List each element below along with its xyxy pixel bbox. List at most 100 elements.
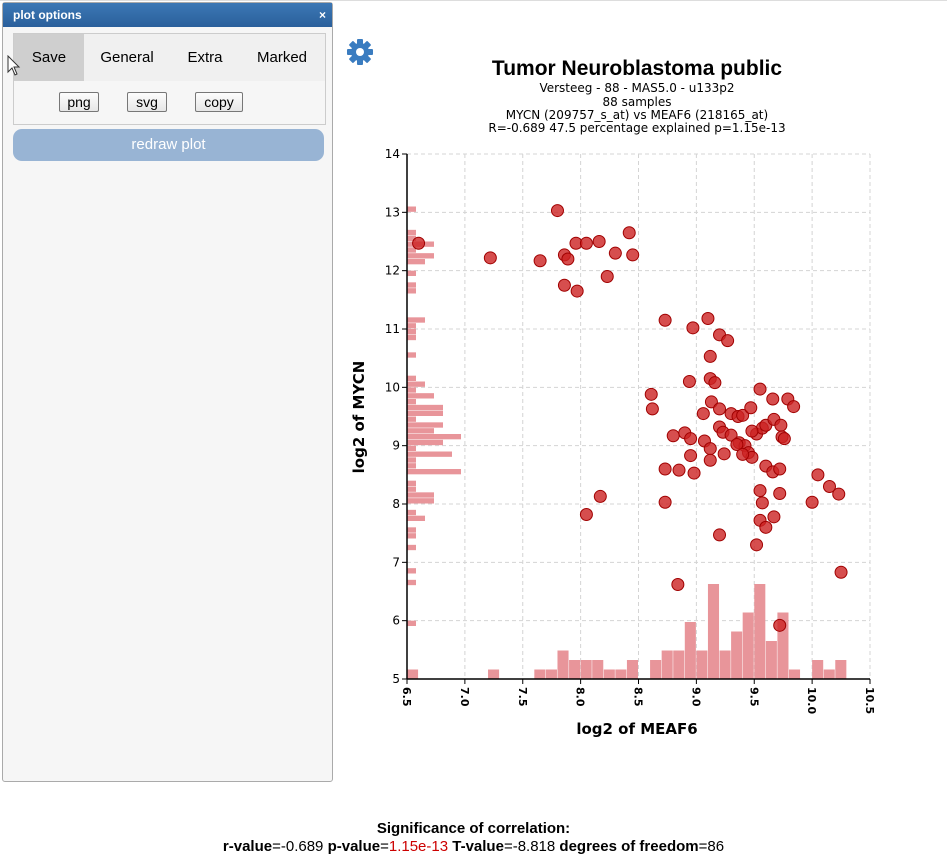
save-png-button[interactable]: png (59, 92, 99, 112)
x-tick-label: 7.5 (516, 687, 529, 707)
scatter-point (766, 392, 780, 406)
scatter-point (570, 284, 584, 298)
tab-extra[interactable]: Extra (187, 49, 223, 66)
x-histogram-bar (650, 660, 662, 679)
y-histogram-bar (407, 229, 416, 236)
y-tick-label: 13 (385, 205, 400, 219)
panel-header[interactable]: plot options × (3, 3, 332, 27)
x-histogram-bar (580, 660, 592, 679)
save-options: png svg copy (13, 81, 326, 125)
scatter-point (701, 312, 715, 325)
y-histogram-bar (407, 329, 416, 335)
scatter-point (533, 254, 547, 268)
scatter-point (483, 251, 497, 265)
x-tick-label: 8.5 (632, 687, 645, 707)
cursor-icon (7, 55, 21, 76)
y-histogram-bar (407, 620, 416, 626)
scatter-point (703, 349, 717, 363)
scatter-point (696, 407, 710, 421)
y-histogram-bar (407, 410, 443, 416)
scatter-point (579, 236, 593, 250)
x-tick-label: 9.0 (689, 687, 702, 707)
scatter-point (834, 565, 848, 579)
y-histogram-bar (407, 404, 443, 411)
y-histogram-bar (407, 206, 416, 212)
redraw-plot-button[interactable]: redraw plot (13, 129, 324, 161)
y-histogram-bar (407, 457, 416, 463)
scatter-point (579, 508, 593, 521)
scatter-point (822, 480, 836, 493)
x-histogram-bar (407, 669, 419, 679)
chart-title: Tumor Neuroblastoma public (492, 57, 782, 80)
y-histogram-bar (407, 282, 416, 288)
x-histogram-bar (615, 669, 627, 679)
copy-button[interactable]: copy (195, 92, 243, 112)
x-tick-label: 6.5 (400, 687, 413, 707)
tab-general[interactable]: General (100, 49, 154, 66)
y-histogram-bar (407, 492, 434, 498)
close-icon[interactable]: × (318, 8, 326, 22)
scatter-point (658, 495, 672, 509)
tab-marked[interactable]: Marked (256, 49, 308, 66)
tab-save[interactable]: Save (14, 34, 84, 82)
scatter-point (658, 462, 672, 476)
chart-subtitle-4: R=-0.689 47.5 percentage explained p=1.1… (488, 121, 785, 135)
save-svg-button[interactable]: svg (127, 92, 167, 112)
x-histogram-bar (534, 669, 546, 679)
y-histogram-bar (407, 422, 443, 428)
x-histogram-bar (684, 622, 696, 679)
scatter-point (811, 468, 825, 482)
y-tick-label: 14 (385, 147, 400, 161)
summary-title: Significance of correlation: (376, 820, 571, 837)
plot-options-panel: plot options × Save General Extra Marked… (2, 2, 333, 782)
y-histogram-bar (407, 352, 416, 358)
x-histogram-bar (823, 669, 835, 679)
y-tick-label: 9 (392, 439, 400, 453)
scatter-point (832, 487, 846, 501)
scatter-point (750, 538, 764, 552)
x-tick-label: 10.5 (863, 687, 876, 714)
scatter-point (658, 313, 672, 327)
scatter-point (736, 408, 750, 422)
x-histogram-bar (696, 650, 708, 679)
y-histogram-bar (407, 399, 416, 405)
x-tick-label: 8.0 (574, 687, 587, 707)
x-tick-label: 9.5 (747, 687, 760, 707)
scatter-point (753, 484, 767, 498)
x-tick-label: 10.0 (805, 687, 818, 714)
y-histogram-bar (407, 469, 461, 475)
y-histogram-bar (407, 381, 425, 387)
scatter-point (773, 462, 787, 476)
y-tick-label: 12 (385, 264, 400, 278)
scatter-point (773, 618, 787, 632)
scatter-point (412, 236, 426, 250)
y-tick-label: 5 (392, 672, 400, 686)
p-value-eq: = (380, 838, 389, 855)
scatter-point (721, 334, 735, 348)
scatter-point (608, 246, 622, 260)
x-histogram-bar (788, 669, 801, 679)
x-histogram-bar (626, 660, 638, 679)
scatter-point (730, 438, 744, 451)
scatter-point (593, 489, 607, 503)
y-histogram-bar (407, 288, 416, 294)
y-histogram-bar (407, 451, 452, 457)
gear-icon[interactable] (345, 37, 375, 67)
x-tick-label: 7.0 (458, 687, 471, 707)
scatter-point (777, 432, 791, 446)
y-histogram-bar (407, 416, 416, 422)
y-histogram-bar (407, 334, 416, 341)
t-value: =-8.818 (503, 838, 556, 855)
x-histogram-bar (719, 650, 731, 679)
scatter-point (708, 376, 722, 390)
x-histogram-bar (592, 660, 604, 679)
scatter-point (687, 466, 701, 480)
y-histogram-bar (407, 235, 416, 241)
scatter-point (671, 578, 685, 591)
scatter-point (773, 487, 787, 500)
y-histogram-bar (407, 317, 425, 323)
scatter-point (682, 375, 696, 388)
y-histogram-bar (407, 486, 416, 492)
scatter-point (744, 401, 758, 415)
x-histogram-bar (661, 650, 673, 679)
